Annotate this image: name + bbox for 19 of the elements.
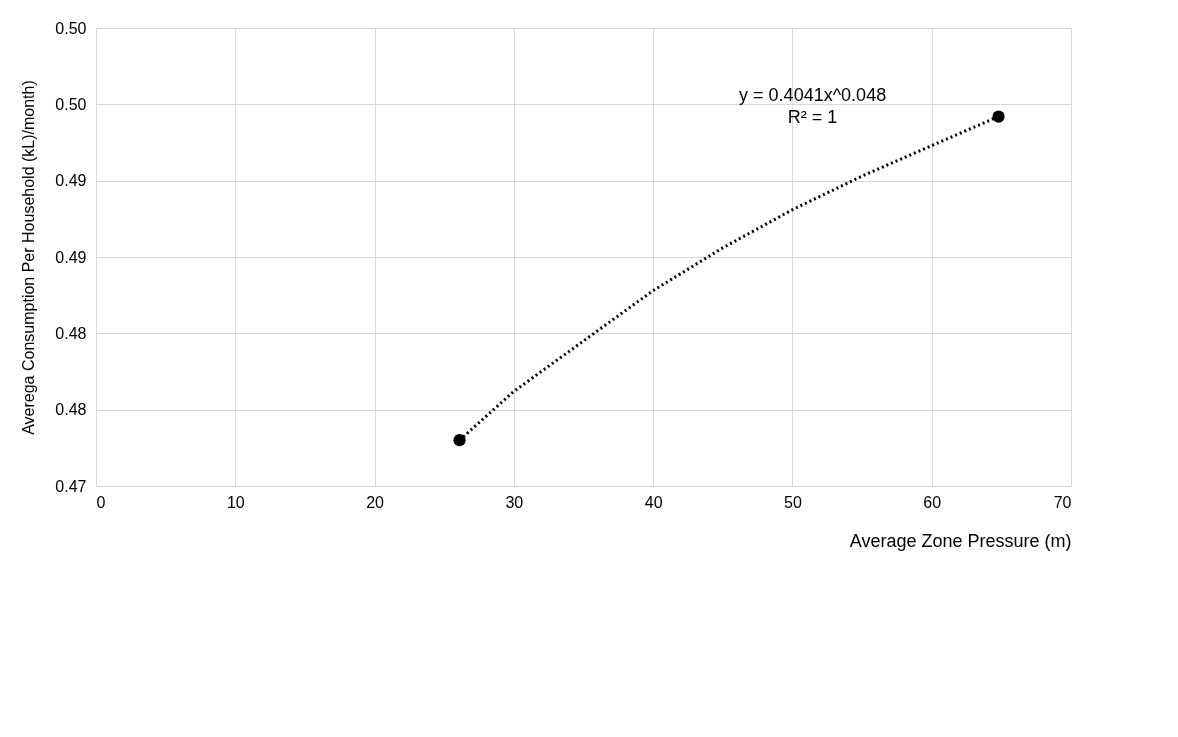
x-tick-label: 0 <box>96 493 106 511</box>
x-tick-label: 30 <box>505 493 524 511</box>
y-tick-label: 0.47 <box>55 477 87 495</box>
y-axis-title: Averega Consumption Per Household (kL)/month) <box>20 80 38 435</box>
annotation: y = 0.4041x^0.048 <box>739 85 887 105</box>
y-tick-label: 0.48 <box>55 324 87 342</box>
x-tick-label: 60 <box>923 493 942 511</box>
x-axis-title: Average Zone Pressure (m) <box>849 530 1072 551</box>
x-tick-label: 70 <box>1053 493 1072 511</box>
y-tick-label: 0.50 <box>55 19 87 37</box>
x-tick-label: 10 <box>226 493 245 511</box>
x-tick-label: 20 <box>366 493 385 511</box>
y-tick-label: 0.50 <box>55 95 87 113</box>
y-tick-label: 0.49 <box>55 248 87 266</box>
x-tick-label: 40 <box>644 493 663 511</box>
x-tick-label: 50 <box>784 493 802 511</box>
y-tick-label: 0.49 <box>55 172 87 190</box>
annotation: R² = 1 <box>787 107 838 127</box>
y-tick-label: 0.48 <box>55 401 87 419</box>
